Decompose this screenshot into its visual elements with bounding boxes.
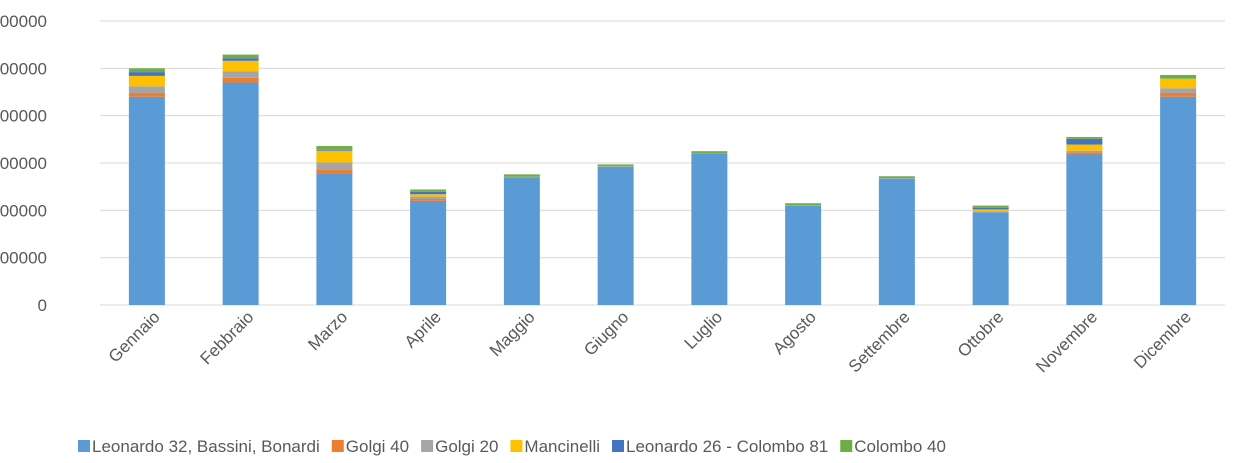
bar-segment xyxy=(128,75,165,87)
bar-segment xyxy=(222,71,259,78)
bar-segment xyxy=(316,150,353,163)
x-tick-label: Aprile xyxy=(401,307,445,351)
bar-segment xyxy=(1160,92,1197,97)
bar-segment xyxy=(316,169,353,174)
legend-label: Mancinelli xyxy=(524,437,600,456)
y-tick-label: 0 xyxy=(38,296,47,315)
bar-segment xyxy=(222,58,259,61)
bar-segment xyxy=(222,82,259,306)
bar-segment xyxy=(878,176,915,179)
y-tick-label: 400000 xyxy=(0,107,47,126)
bar-segment xyxy=(128,86,165,93)
bar-segment xyxy=(1066,144,1103,151)
bars xyxy=(128,54,1197,306)
bar-segment xyxy=(1160,74,1197,79)
bar-segment xyxy=(1066,150,1103,153)
legend-label: Golgi 40 xyxy=(346,437,409,456)
y-tick-label: 200000 xyxy=(0,201,47,220)
x-tick-label: Ottobre xyxy=(954,307,1008,361)
x-tick-label: Settembre xyxy=(845,307,914,376)
bar-segment xyxy=(597,164,634,167)
bar-segment xyxy=(128,92,165,97)
bar-segment xyxy=(691,151,728,154)
bar-segment xyxy=(972,205,1009,208)
legend-item: Leonardo 32, Bassini, Bonardi xyxy=(78,437,320,456)
legend-swatch xyxy=(612,440,625,452)
bar-segment xyxy=(1066,136,1103,139)
bar-segment xyxy=(1160,96,1197,305)
bar-segment xyxy=(972,212,1009,305)
grid-lines xyxy=(100,20,1225,306)
x-tick-label: Gennaio xyxy=(105,307,164,366)
legend-item: Golgi 40 xyxy=(331,437,409,456)
bar-segment xyxy=(128,96,165,305)
bar-segment xyxy=(128,72,165,76)
bar-segment xyxy=(1066,152,1103,155)
x-tick-label: Luglio xyxy=(681,307,727,353)
legend-item: Colombo 40 xyxy=(840,437,946,456)
bar-segment xyxy=(785,205,822,305)
bar-segment xyxy=(410,200,447,305)
bar-segment xyxy=(410,191,447,195)
legend: Leonardo 32, Bassini, Bonardi Golgi 40 Gol… xyxy=(78,437,946,456)
bar-segment xyxy=(972,209,1009,212)
bar-segment xyxy=(972,211,1009,213)
legend-item: Leonardo 26 - Colombo 81 xyxy=(612,437,828,456)
bar-segment xyxy=(972,207,1009,210)
bar-segment xyxy=(503,174,540,177)
legend-label: Leonardo 32, Bassini, Bonardi xyxy=(92,437,320,456)
legend-item: Mancinelli xyxy=(510,437,600,456)
bar-segment xyxy=(1066,154,1103,305)
legend-item: Golgi 20 xyxy=(421,437,498,456)
bar-segment xyxy=(410,196,447,199)
bar-segment xyxy=(316,162,353,170)
bar-segment xyxy=(316,145,353,150)
bar-segment xyxy=(316,149,353,151)
x-tick-label: Maggio xyxy=(486,307,539,360)
bar-segment xyxy=(1160,78,1197,89)
legend-swatch xyxy=(840,440,853,452)
x-tick-label: Giugno xyxy=(580,307,632,359)
bar-segment xyxy=(1066,138,1103,145)
x-tick-label: Agosto xyxy=(769,307,820,358)
bar-segment xyxy=(878,178,915,305)
bar-segment xyxy=(222,60,259,72)
bar-segment xyxy=(128,68,165,73)
bar-segment xyxy=(316,173,353,305)
y-tick-label: 600000 xyxy=(0,12,47,31)
bar-segment xyxy=(1160,88,1197,93)
legend-swatch xyxy=(421,440,434,452)
legend-swatch xyxy=(510,440,523,452)
x-tick-label: Marzo xyxy=(304,307,351,354)
x-tick-label: Novembre xyxy=(1032,307,1101,376)
bar-segment xyxy=(691,153,728,305)
legend-label: Colombo 40 xyxy=(854,437,946,456)
bar-segment xyxy=(785,203,822,206)
bar-segment xyxy=(222,54,259,59)
bar-segment xyxy=(410,194,447,197)
y-tick-label: 500000 xyxy=(0,59,47,78)
legend-label: Golgi 20 xyxy=(435,437,498,456)
x-tick-label: Febbraio xyxy=(197,307,258,368)
legend-swatch xyxy=(331,440,344,452)
legend-swatch xyxy=(78,440,90,452)
x-axis: Gennaio Febbraio Marzo Aprile Maggio Giugno Lu… xyxy=(105,307,1195,376)
legend-label: Leonardo 26 - Colombo 81 xyxy=(626,437,828,456)
y-tick-label: 100000 xyxy=(0,249,47,268)
bar-segment xyxy=(503,177,540,305)
bar-segment xyxy=(597,166,634,305)
y-tick-label: 300000 xyxy=(0,154,47,173)
y-axis: 0 100000 200000 300000 400000 500000 600000 xyxy=(0,12,47,315)
bar-segment xyxy=(410,198,447,201)
bar-segment xyxy=(222,77,259,83)
x-tick-label: Dicembre xyxy=(1130,307,1195,372)
bar-segment xyxy=(410,189,447,192)
